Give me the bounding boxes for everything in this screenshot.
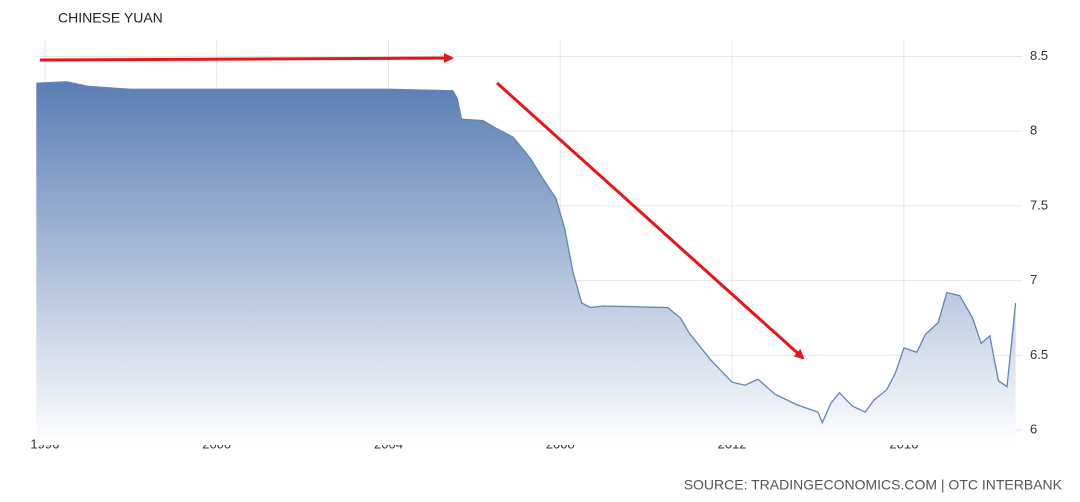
- chart-title: CHINESE YUAN: [58, 10, 163, 26]
- line: [36, 81, 1017, 425]
- y-tick-label: 7.5: [1030, 197, 1048, 212]
- y-tick-label: 6: [1030, 421, 1037, 436]
- y-tick-label: 7: [1030, 272, 1037, 287]
- source: SOURCE: TRADINGECONOMICS.COM | OTC INTER…: [684, 477, 1063, 493]
- plot: 66.577.588.5199620002004200820122016: [30, 40, 1048, 451]
- y-tick-label: 8: [1030, 123, 1037, 138]
- y-tick-label: 8.5: [1030, 48, 1048, 63]
- arrow: [39, 53, 454, 64]
- arrow: [495, 81, 805, 360]
- area: [36, 81, 1016, 446]
- y-tick-label: 6.5: [1030, 347, 1048, 362]
